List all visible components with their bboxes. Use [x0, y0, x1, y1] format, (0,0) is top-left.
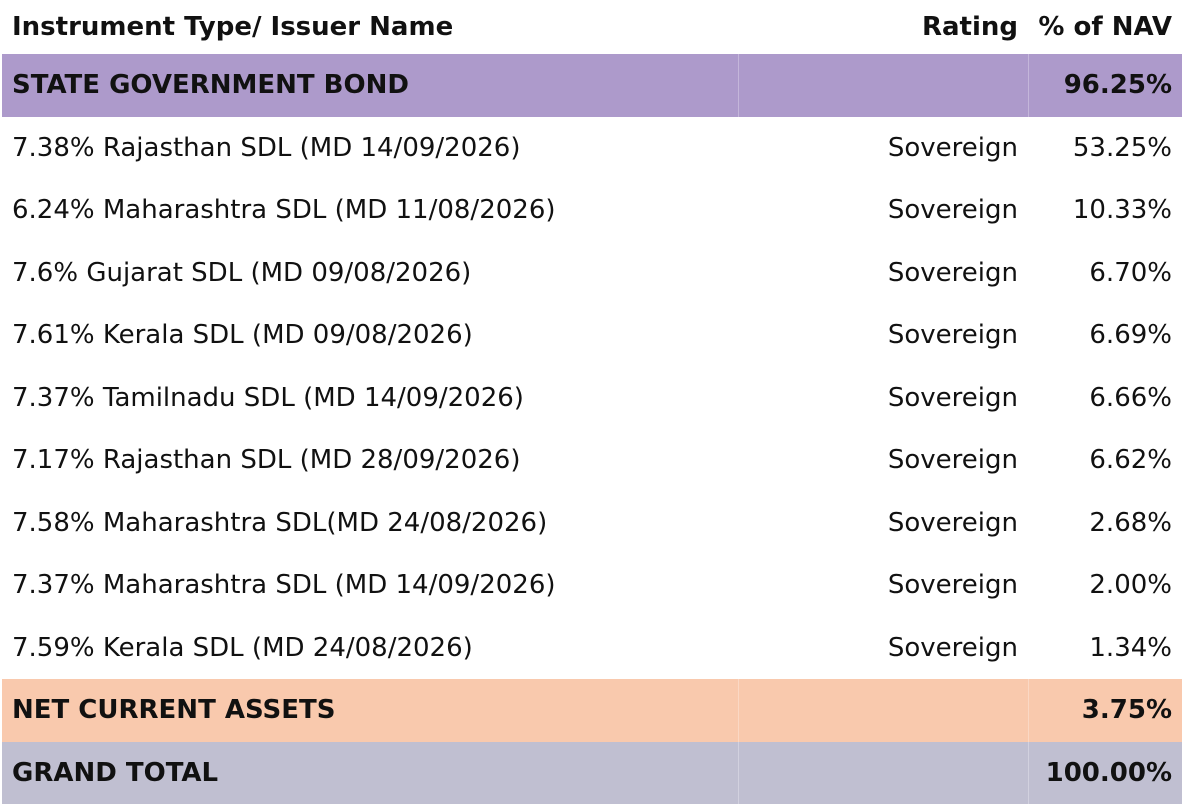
cell: 7.59% Kerala SDL (MD 24/08/2026): [12, 632, 473, 663]
cell: 7.61% Kerala SDL (MD 09/08/2026): [12, 320, 473, 351]
cell: 7.17% Rajasthan SDL (MD 28/09/2026): [12, 445, 521, 476]
cell: 2.68%: [1089, 507, 1172, 538]
cell: 7.58% Maharashtra SDL(MD 24/08/2026): [12, 507, 548, 538]
cell: 1.34%: [1089, 632, 1172, 663]
row: 7.59% Kerala SDL (MD 24/08/2026) Sovereig…: [2, 617, 1182, 680]
cell: Sovereign: [887, 632, 1018, 663]
row: 7.6% Gujarat SDL (MD 09/08/2026) Sovereig…: [2, 242, 1182, 305]
row: 7.58% Maharashtra SDL(MD 24/08/2026) Sove…: [2, 492, 1182, 555]
grand-total-row: GRAND TOTAL 100.00%: [2, 741, 1182, 804]
summary-name: GRAND TOTAL: [2, 741, 739, 804]
section-nav: 96.25%: [1028, 54, 1182, 117]
cell: Sovereign: [887, 195, 1018, 226]
cell: 6.66%: [1089, 382, 1172, 413]
cell: 7.37% Tamilnadu SDL (MD 14/09/2026): [12, 382, 524, 413]
summary-name: NET CURRENT ASSETS: [2, 679, 739, 742]
row: 7.17% Rajasthan SDL (MD 28/09/2026) Sover…: [2, 429, 1182, 492]
cell: 53.25%: [1072, 132, 1172, 163]
cell: Sovereign: [887, 570, 1018, 601]
cell: 6.62%: [1089, 445, 1172, 476]
header-row: Instrument Type/ Issuer Name Rating % of…: [2, 0, 1182, 54]
header-cell: Rating: [921, 12, 1018, 42]
cell: 6.70%: [1089, 257, 1172, 288]
cell: 7.38% Rajasthan SDL (MD 14/09/2026): [12, 132, 521, 163]
net-current-assets-row: NET CURRENT ASSETS 3.75%: [2, 679, 1182, 742]
row: 6.24% Maharashtra SDL (MD 11/08/2026) Sov…: [2, 179, 1182, 242]
empty-cell: [738, 679, 1029, 742]
cell: Sovereign: [887, 445, 1018, 476]
summary-nav: 3.75%: [1028, 679, 1182, 742]
section-row: STATE GOVERNMENT BOND 96.25%: [2, 54, 1182, 117]
header-cell: % of NAV: [1038, 12, 1172, 42]
cell: 2.00%: [1089, 570, 1172, 601]
cell: Sovereign: [887, 507, 1018, 538]
row: 7.37% Tamilnadu SDL (MD 14/09/2026) Sover…: [2, 367, 1182, 430]
row: 7.61% Kerala SDL (MD 09/08/2026) Sovereig…: [2, 304, 1182, 367]
empty-cell: [738, 741, 1029, 804]
row: 7.38% Rajasthan SDL (MD 14/09/2026) Sover…: [2, 117, 1182, 180]
empty-cell: [738, 54, 1029, 117]
cell: Sovereign: [887, 257, 1018, 288]
cell: 7.37% Maharashtra SDL (MD 14/09/2026): [12, 570, 556, 601]
cell: 10.33%: [1072, 195, 1172, 226]
section-name: STATE GOVERNMENT BOND: [2, 54, 739, 117]
cell: 6.24% Maharashtra SDL (MD 11/08/2026): [12, 195, 556, 226]
cell: 6.69%: [1089, 320, 1172, 351]
cell: Sovereign: [887, 382, 1018, 413]
cell: 7.6% Gujarat SDL (MD 09/08/2026): [12, 257, 472, 288]
row: 7.37% Maharashtra SDL (MD 14/09/2026) Sov…: [2, 554, 1182, 617]
summary-nav: 100.00%: [1028, 741, 1182, 804]
cell: Sovereign: [887, 132, 1018, 163]
cell: Sovereign: [887, 320, 1018, 351]
header-cell: Instrument Type/ Issuer Name: [12, 12, 454, 42]
